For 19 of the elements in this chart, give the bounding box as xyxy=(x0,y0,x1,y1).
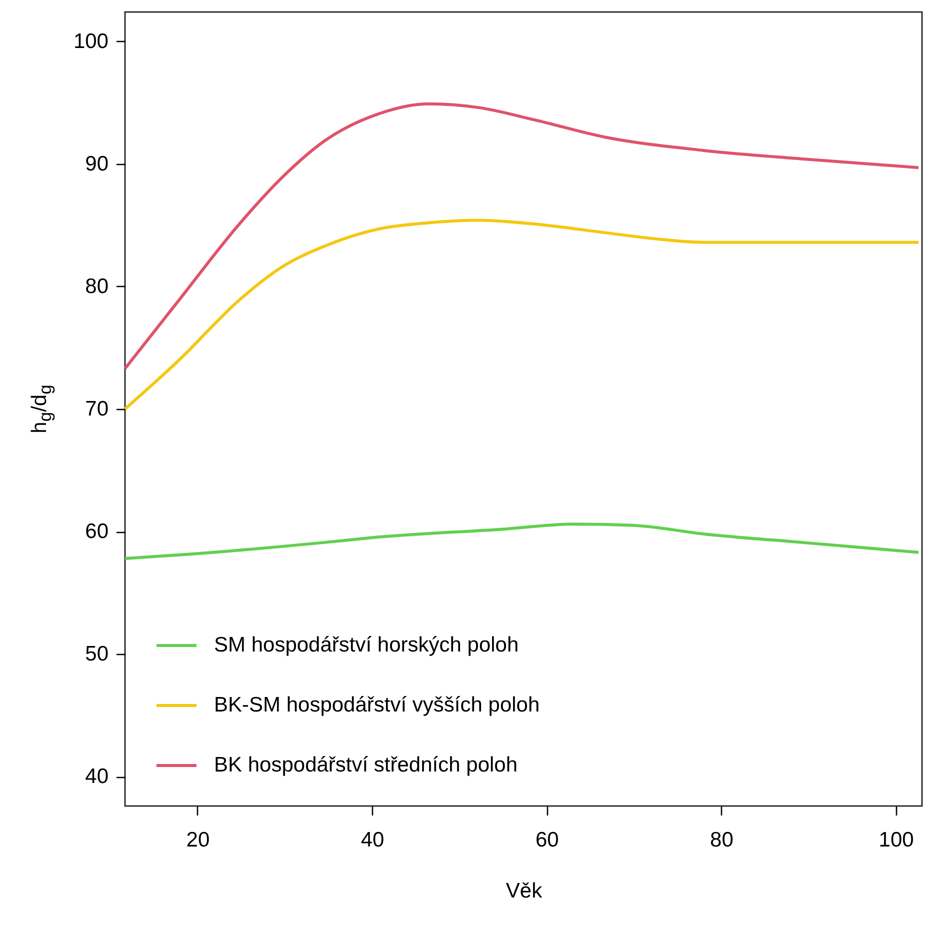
y-tick-label: 50 xyxy=(85,642,108,666)
y-tick-label: 40 xyxy=(85,765,108,788)
line-series xyxy=(124,102,920,370)
line-series xyxy=(124,218,920,410)
x-tick-label: 60 xyxy=(535,828,559,852)
x-axis-title: Věk xyxy=(506,880,543,902)
legend-label: BK-SM hospodářství vyšších poloh xyxy=(214,694,540,716)
y-tick-label: 90 xyxy=(85,152,108,176)
y-tick-label: 70 xyxy=(85,398,108,420)
line-series xyxy=(124,522,920,560)
y-tick-label: 60 xyxy=(85,520,108,544)
legend-label: SM hospodářství horských poloh xyxy=(214,634,519,656)
x-tick-label: 20 xyxy=(186,828,210,852)
y-tick-label: 100 xyxy=(73,30,108,53)
y-tick-label: 80 xyxy=(85,274,108,298)
x-tick-label: 40 xyxy=(360,828,384,852)
x-tick-label: 100 xyxy=(878,828,914,852)
legend-label: BK hospodářství středních poloh xyxy=(214,754,518,776)
x-tick-label: 80 xyxy=(710,828,734,852)
